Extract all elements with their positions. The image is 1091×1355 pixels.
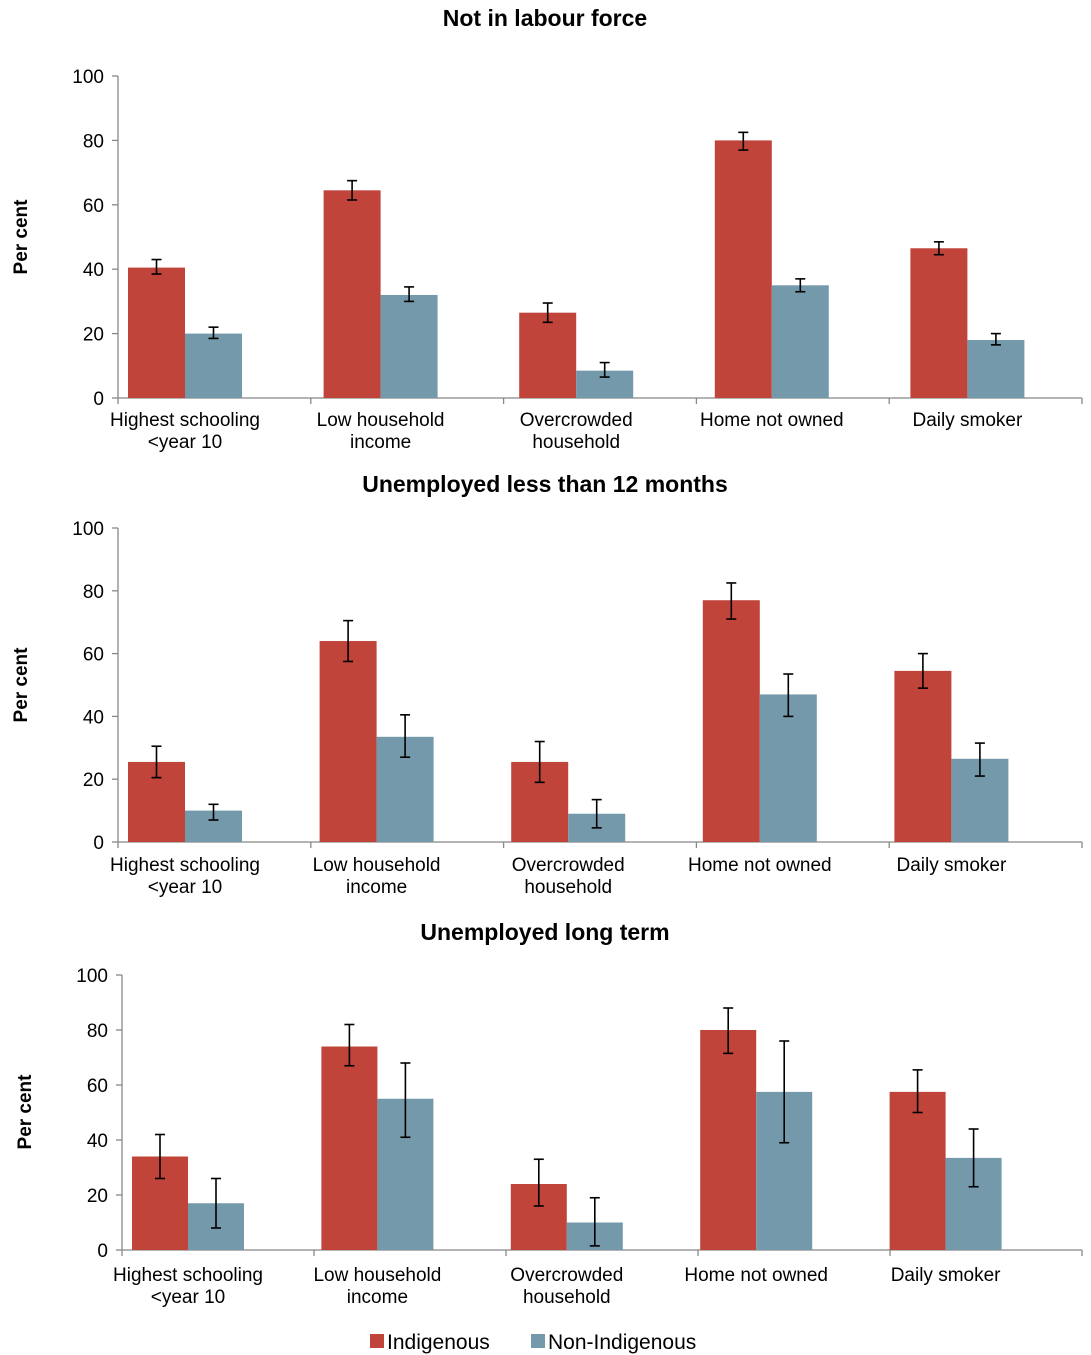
x-category-label-line: household xyxy=(532,432,620,453)
legend-label-non-indigenous: Non-Indigenous xyxy=(548,1331,696,1354)
x-category-label-line: <year 10 xyxy=(151,1287,225,1308)
y-tick-label: 40 xyxy=(87,1131,108,1152)
x-category-label-line: household xyxy=(523,1287,611,1308)
x-category-label: Low household income xyxy=(313,855,441,898)
bar-non-indigenous xyxy=(771,285,829,398)
chart-title: Unemployed long term xyxy=(420,919,669,945)
x-category-label: Daily smoker xyxy=(912,410,1022,431)
chart-panel-3: Unemployed long term Per cent 0 20 40 60 80 100… xyxy=(15,919,1083,1308)
y-tick-label: 20 xyxy=(83,770,104,791)
bar-indigenous xyxy=(321,1046,378,1250)
x-category-label-line: Low household xyxy=(313,855,441,876)
y-tick-label: 40 xyxy=(83,260,104,281)
x-category-label-line: Daily smoker xyxy=(891,1265,1001,1286)
legend: Indigenous Non-Indigenous xyxy=(370,1331,696,1354)
y-tick-label: 100 xyxy=(72,519,104,540)
x-category-label-line: Overcrowded xyxy=(512,855,625,876)
legend-swatch-indigenous xyxy=(370,1334,384,1348)
x-category-label: Home not owned xyxy=(684,1265,828,1286)
x-category-label-line: income xyxy=(347,1287,408,1308)
x-category-label: Overcrowded household xyxy=(512,855,625,898)
y-tick-label: 80 xyxy=(83,131,104,152)
y-tick-label: 80 xyxy=(87,1021,108,1042)
bar-indigenous xyxy=(702,600,760,842)
y-tick-label: 0 xyxy=(93,833,104,854)
x-category-label: Low household income xyxy=(313,1265,441,1308)
x-category-label: Highest schooling <year 10 xyxy=(110,410,260,453)
y-tick-label: 40 xyxy=(83,707,104,728)
y-axis-label: Per cent xyxy=(15,1074,36,1150)
y-tick-label: 20 xyxy=(83,325,104,346)
legend-label-indigenous: Indigenous xyxy=(387,1331,490,1354)
x-category-label-line: Daily smoker xyxy=(912,410,1022,431)
bar-non-indigenous xyxy=(967,340,1025,398)
x-category-label-line: Home not owned xyxy=(700,410,844,431)
x-category-label: Low household income xyxy=(317,410,445,453)
y-tick-label: 100 xyxy=(76,966,108,987)
y-tick-label: 100 xyxy=(72,67,104,88)
x-category-label: Home not owned xyxy=(688,855,832,876)
bar-indigenous xyxy=(128,267,185,398)
bar-non-indigenous xyxy=(380,294,438,398)
x-category-label: Daily smoker xyxy=(896,855,1006,876)
x-category-label-line: Home not owned xyxy=(684,1265,828,1286)
y-tick-label: 0 xyxy=(93,389,104,410)
y-tick-label: 80 xyxy=(83,582,104,603)
legend-swatch-non-indigenous xyxy=(531,1334,545,1348)
x-category-label: Home not owned xyxy=(700,410,844,431)
chart-panel-1: Not in labour force Per cent 0 20 40 60 80 100 H… xyxy=(11,5,1083,453)
y-tick-label: 20 xyxy=(87,1186,108,1207)
x-category-label-line: <year 10 xyxy=(148,432,222,453)
y-tick-label: 60 xyxy=(83,196,104,217)
chart-title: Not in labour force xyxy=(443,5,647,31)
chart-title: Unemployed less than 12 months xyxy=(362,471,728,497)
y-axis-label: Per cent xyxy=(11,647,32,723)
x-category-label-line: Daily smoker xyxy=(896,855,1006,876)
x-category-label-line: Overcrowded xyxy=(510,1265,623,1286)
bar-indigenous xyxy=(894,670,952,842)
bar-indigenous xyxy=(323,190,381,398)
x-category-label: Highest schooling <year 10 xyxy=(113,1265,263,1308)
bar-non-indigenous xyxy=(185,333,242,398)
x-category-label-line: <year 10 xyxy=(148,877,222,898)
bar-indigenous xyxy=(319,641,377,842)
x-category-label: Overcrowded household xyxy=(520,410,633,453)
x-category-label-line: Highest schooling xyxy=(110,855,260,876)
bar-non-indigenous xyxy=(759,694,817,842)
bar-indigenous xyxy=(700,1030,757,1250)
bar-indigenous xyxy=(889,1091,946,1250)
x-category-label-line: Overcrowded xyxy=(520,410,633,431)
bar-indigenous xyxy=(519,312,577,398)
x-category-label-line: Highest schooling xyxy=(110,410,260,431)
y-tick-label: 60 xyxy=(87,1076,108,1097)
x-category-label-line: Home not owned xyxy=(688,855,832,876)
y-axis-label: Per cent xyxy=(11,199,32,275)
y-tick-label: 0 xyxy=(97,1241,108,1262)
x-category-label: Overcrowded household xyxy=(510,1265,623,1308)
x-category-label: Daily smoker xyxy=(891,1265,1001,1286)
bar-indigenous xyxy=(714,140,772,398)
x-category-label-line: Low household xyxy=(317,410,445,431)
x-category-label-line: household xyxy=(524,877,612,898)
bar-indigenous xyxy=(910,248,968,398)
x-category-label: Highest schooling <year 10 xyxy=(110,855,260,898)
x-category-label-line: Low household xyxy=(313,1265,441,1286)
chart-panel-2: Unemployed less than 12 months Per cent 0 2… xyxy=(11,471,1083,898)
x-category-label-line: Highest schooling xyxy=(113,1265,263,1286)
y-tick-label: 60 xyxy=(83,645,104,666)
x-category-label-line: income xyxy=(350,432,411,453)
x-category-label-line: income xyxy=(346,877,407,898)
